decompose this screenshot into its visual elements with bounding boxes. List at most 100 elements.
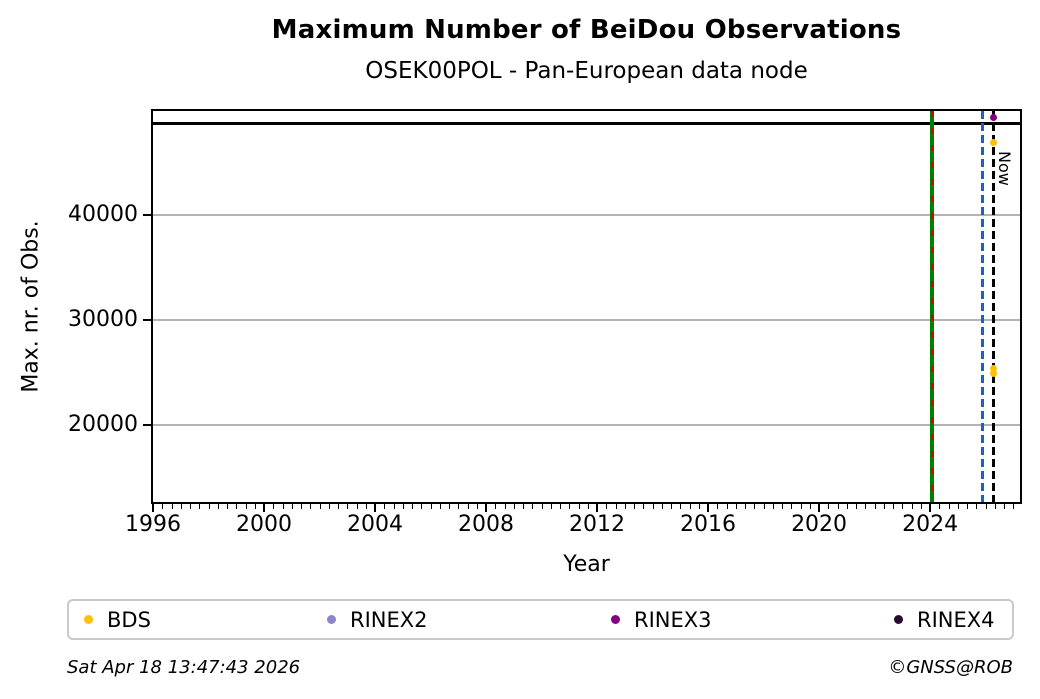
x-minor-tick-mark	[449, 504, 450, 509]
now-line-label: Now	[995, 151, 1014, 186]
x-minor-tick-mark	[282, 504, 284, 509]
x-minor-tick-mark	[513, 504, 515, 509]
x-minor-tick-mark	[920, 504, 922, 509]
x-minor-tick-mark	[569, 504, 571, 509]
x-minor-tick-mark	[190, 504, 191, 509]
x-minor-tick-mark	[735, 504, 737, 509]
y-axis-label-container: Max. nr. of Obs.	[18, 111, 44, 502]
x-minor-tick-mark	[1004, 504, 1005, 509]
x-minor-tick-mark	[893, 504, 894, 509]
x-minor-tick-mark	[384, 504, 386, 509]
x-minor-tick-mark	[800, 504, 802, 509]
x-tick-mark	[818, 504, 821, 512]
x-minor-tick-mark	[319, 504, 321, 509]
x-minor-tick-mark	[939, 504, 941, 509]
x-minor-tick-mark	[587, 504, 589, 509]
x-minor-tick-mark	[948, 504, 950, 509]
legend-box: BDS RINEX2 RINEX3 RINEX4	[67, 599, 1014, 640]
x-minor-tick-mark	[985, 504, 987, 509]
x-tick-label: 2024	[902, 512, 959, 537]
bds-marker-icon	[84, 615, 93, 624]
x-minor-tick-mark	[661, 504, 663, 509]
x-minor-tick-mark	[208, 504, 210, 509]
x-minor-tick-mark	[162, 504, 164, 509]
x-minor-tick-mark	[430, 504, 432, 509]
x-minor-tick-mark	[439, 504, 441, 509]
x-minor-tick-mark	[365, 504, 367, 509]
x-minor-tick-mark	[273, 504, 275, 509]
x-minor-tick-mark	[809, 504, 811, 509]
x-minor-tick-mark	[532, 504, 534, 509]
x-tick-mark	[929, 504, 932, 512]
x-minor-tick-mark	[217, 504, 219, 509]
legend-item-bds: BDS	[84, 601, 151, 638]
y-tick-mark	[143, 424, 151, 427]
x-minor-tick-mark	[856, 504, 857, 509]
x-tick-label: 2000	[236, 512, 292, 537]
plot-timestamp: Sat Apr 18 13:47:43 2026	[67, 657, 301, 678]
x-minor-tick-mark	[828, 504, 830, 509]
x-minor-tick-mark	[402, 504, 404, 509]
x-minor-tick-mark	[171, 504, 173, 509]
legend-label: RINEX2	[350, 607, 428, 632]
legend-label: BDS	[107, 607, 151, 632]
rinex2-marker-icon	[327, 615, 336, 624]
x-minor-tick-mark	[883, 504, 885, 509]
x-minor-tick-mark	[902, 504, 904, 509]
x-minor-tick-mark	[754, 504, 756, 509]
x-minor-tick-mark	[994, 504, 996, 509]
x-minor-tick-mark	[421, 504, 423, 509]
y-tick-mark	[143, 214, 151, 217]
x-minor-tick-mark	[254, 504, 256, 509]
x-axis-label: Year	[563, 552, 610, 577]
rinex3-marker-icon	[611, 615, 620, 624]
x-minor-tick-mark	[846, 504, 848, 509]
x-minor-tick-mark	[606, 504, 608, 509]
x-tick-mark	[263, 504, 265, 512]
copyright-credit: ©GNSS@ROB	[888, 657, 1013, 678]
x-minor-tick-mark	[356, 504, 358, 509]
x-tick-label: 2008	[458, 512, 515, 537]
x-minor-tick-mark	[689, 504, 691, 509]
x-minor-tick-mark	[199, 504, 201, 509]
x-minor-tick-mark	[180, 504, 182, 509]
x-minor-tick-mark	[301, 504, 302, 509]
x-minor-tick-mark	[615, 504, 617, 509]
x-minor-tick-mark	[957, 504, 959, 509]
legend-item-rinex3: RINEX3	[611, 601, 712, 638]
x-minor-tick-mark	[726, 504, 728, 509]
x-minor-tick-mark	[550, 504, 552, 509]
x-minor-tick-mark	[338, 504, 339, 509]
x-minor-tick-mark	[495, 504, 497, 509]
y-axis-label: Max. nr. of Obs.	[18, 220, 44, 393]
x-minor-tick-mark	[698, 504, 700, 509]
x-tick-label: 2012	[569, 512, 626, 537]
x-tick-mark	[707, 504, 710, 512]
x-minor-tick-mark	[745, 504, 746, 509]
x-minor-tick-mark	[624, 504, 626, 509]
x-tick-label: 2020	[791, 512, 848, 537]
x-minor-tick-mark	[837, 504, 839, 509]
legend-label: RINEX3	[634, 607, 712, 632]
x-tick-mark	[152, 504, 154, 512]
legend-item-rinex2: RINEX2	[327, 601, 428, 638]
x-minor-tick-mark	[911, 504, 913, 509]
x-minor-tick-mark	[634, 504, 635, 509]
x-minor-tick-mark	[967, 504, 968, 509]
rinex4-marker-icon	[894, 615, 903, 624]
x-minor-tick-mark	[467, 504, 469, 509]
x-tick-label: 2004	[347, 512, 404, 537]
x-minor-tick-mark	[717, 504, 719, 509]
x-minor-tick-mark	[504, 504, 506, 509]
x-tick-label: 1996	[125, 512, 181, 537]
x-minor-tick-mark	[643, 504, 645, 509]
x-minor-tick-mark	[541, 504, 543, 509]
x-minor-tick-mark	[671, 504, 672, 509]
x-tick-mark	[596, 504, 599, 512]
x-minor-tick-mark	[1013, 504, 1015, 509]
x-tick-mark	[374, 504, 377, 512]
x-minor-tick-mark	[523, 504, 524, 509]
x-minor-tick-mark	[772, 504, 774, 509]
legend-item-rinex4: RINEX4	[894, 601, 995, 638]
